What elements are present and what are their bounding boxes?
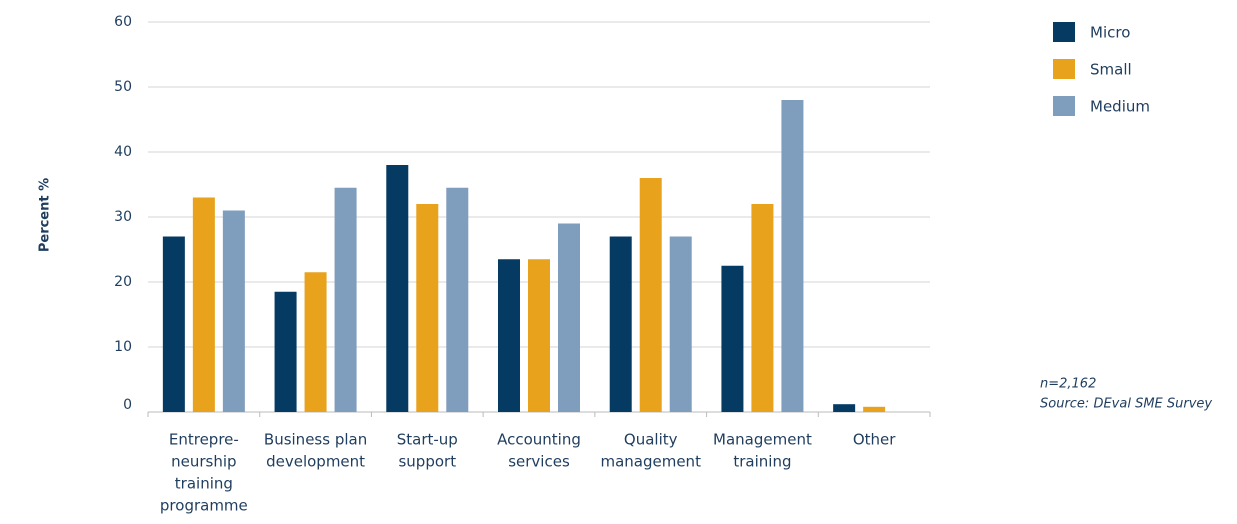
x-tick-label: services (508, 453, 570, 471)
x-tick-label: development (266, 453, 365, 471)
bar (558, 223, 580, 412)
bar (863, 406, 886, 412)
x-tick-label: Entrepre- (169, 431, 239, 449)
x-tick-label: Quality (624, 431, 678, 449)
bar (274, 291, 297, 412)
bar (721, 265, 744, 412)
x-tick-label: Start-up (397, 431, 458, 449)
x-tick-label: support (398, 453, 456, 471)
bar (669, 236, 692, 412)
x-tick-label: programme (160, 497, 248, 515)
bar (528, 259, 550, 412)
bar (334, 187, 357, 412)
bar (416, 204, 439, 412)
x-tick-label: training (175, 475, 233, 493)
x-tick-label: Accounting (497, 431, 581, 449)
x-tick-label: neurship (171, 453, 236, 471)
x-tick-label: Business plan (264, 431, 367, 449)
y-tick-label: 10 (114, 339, 132, 355)
y-tick-label: 50 (114, 79, 132, 95)
legend-swatch (1053, 96, 1075, 116)
bar (304, 272, 327, 412)
y-tick-label: 60 (114, 14, 132, 30)
bar (446, 187, 469, 412)
bar (781, 100, 804, 412)
bar (498, 259, 520, 412)
bar (192, 197, 215, 412)
bar (609, 236, 632, 412)
bar (386, 165, 409, 412)
y-tick-label: 30 (114, 209, 132, 225)
bar (162, 236, 185, 412)
legend-label: Micro (1090, 24, 1130, 42)
y-tick-label: 0 (123, 397, 132, 413)
y-tick-label: 40 (114, 144, 132, 160)
legend-swatch (1053, 59, 1075, 79)
x-tick-label: Management (713, 431, 812, 449)
x-tick-label: Other (853, 431, 896, 449)
bar (639, 178, 662, 412)
bar (833, 404, 856, 412)
note: Source: DEval SME Survey (1040, 397, 1212, 412)
legend-swatch (1053, 22, 1075, 42)
legend-label: Small (1090, 61, 1132, 79)
y-tick-label: 20 (114, 274, 132, 290)
legend-label: Medium (1090, 98, 1150, 116)
x-tick-label: management (600, 453, 701, 471)
bar (222, 210, 245, 412)
x-tick-label: training (733, 453, 791, 471)
bar (751, 204, 774, 412)
note: n=2,162 (1040, 377, 1096, 392)
y-axis-label: Percent % (38, 178, 53, 252)
